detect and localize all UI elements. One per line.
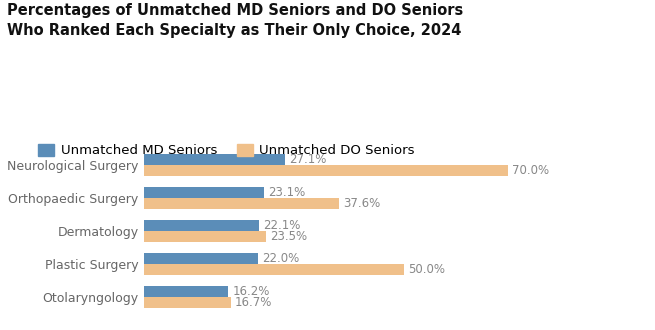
Bar <box>144 220 259 231</box>
Text: 16.7%: 16.7% <box>235 296 272 309</box>
Text: 70.0%: 70.0% <box>512 164 549 177</box>
Legend: Unmatched MD Seniors, Unmatched DO Seniors: Unmatched MD Seniors, Unmatched DO Senio… <box>33 139 420 163</box>
Text: 37.6%: 37.6% <box>343 197 381 210</box>
Bar <box>144 198 339 209</box>
Bar <box>144 286 228 297</box>
Bar <box>144 253 258 264</box>
Bar <box>144 264 403 275</box>
Bar <box>144 165 508 176</box>
Text: Percentages of Unmatched MD Seniors and DO Seniors
Who Ranked Each Specialty as : Percentages of Unmatched MD Seniors and … <box>7 3 463 38</box>
Text: 23.5%: 23.5% <box>271 230 307 243</box>
Text: 22.0%: 22.0% <box>263 252 300 265</box>
Text: 16.2%: 16.2% <box>233 285 270 298</box>
Bar <box>144 231 266 242</box>
Text: 22.1%: 22.1% <box>263 219 301 232</box>
Text: 23.1%: 23.1% <box>268 186 305 199</box>
Bar <box>144 154 285 165</box>
Bar <box>144 297 231 308</box>
Text: 27.1%: 27.1% <box>289 153 326 166</box>
Text: 50.0%: 50.0% <box>408 263 445 276</box>
Bar <box>144 187 264 198</box>
